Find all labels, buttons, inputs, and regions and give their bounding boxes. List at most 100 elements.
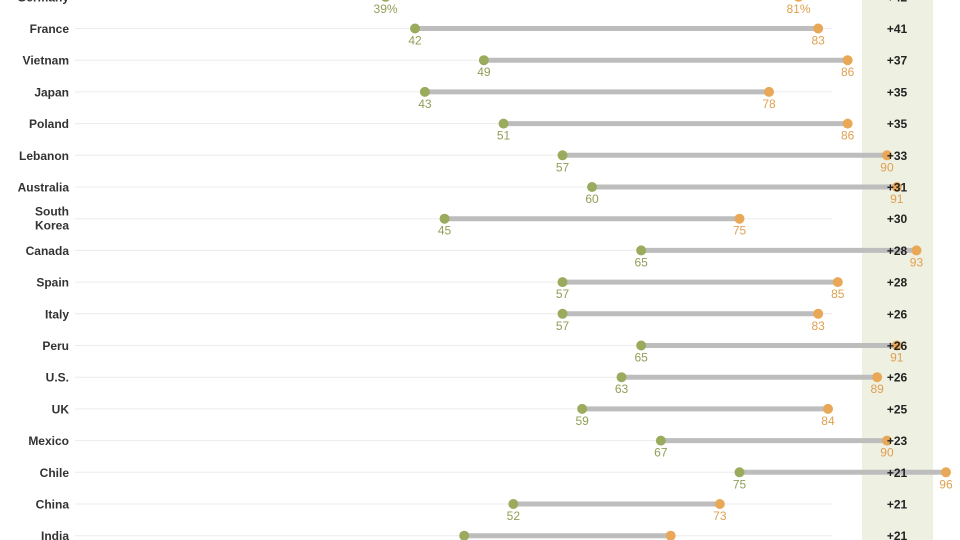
high-value-label: 85	[831, 287, 845, 301]
low-value-label: 43	[418, 97, 432, 111]
low-value-dot	[655, 435, 666, 446]
country-label-line: South	[35, 205, 69, 219]
high-value-dot	[911, 245, 922, 256]
country-label-line: India	[41, 529, 69, 540]
country-label-line: Canada	[26, 244, 70, 258]
high-value-label: 93	[910, 255, 924, 269]
country-label-line: Germany	[17, 0, 69, 4]
change-value: +21	[887, 529, 908, 540]
high-value-label: 86	[841, 65, 855, 79]
high-value-dot	[891, 340, 902, 351]
low-value-label: 51	[497, 129, 511, 143]
low-value-label: 65	[635, 351, 649, 365]
change-value: +21	[887, 466, 908, 480]
low-value-label: 63	[615, 382, 629, 396]
low-value-dot	[636, 245, 647, 256]
low-value-dot	[734, 467, 745, 478]
high-value-label: 86	[841, 129, 855, 143]
high-value-label: 73	[713, 509, 727, 523]
change-value: +26	[887, 307, 908, 321]
high-value-label: 91	[890, 192, 904, 206]
high-value-label: 83	[811, 34, 825, 48]
low-value-label: 42	[408, 34, 422, 48]
high-value-dot	[665, 530, 676, 540]
change-value: +42	[887, 0, 908, 4]
country-label-line: France	[30, 22, 70, 36]
change-value: +35	[887, 85, 908, 99]
change-value: +21	[887, 498, 908, 512]
change-value: +23	[887, 434, 908, 448]
country-label: Vietnam	[23, 54, 69, 68]
change-value: +26	[887, 371, 908, 385]
high-value-dot	[881, 150, 892, 161]
high-value-dot	[822, 403, 833, 414]
low-value-label: 59	[576, 414, 590, 428]
country-label: Canada	[26, 244, 70, 258]
low-value-label: 57	[556, 287, 570, 301]
change-value: +41	[887, 22, 908, 36]
low-value-label: 39%	[374, 2, 398, 16]
change-column-background	[862, 0, 933, 540]
high-value-label: 75	[733, 224, 747, 238]
country-label-line: China	[36, 498, 70, 512]
country-label: Poland	[29, 117, 69, 131]
country-label-line: Lebanon	[19, 149, 69, 163]
country-label: Peru	[42, 339, 69, 353]
low-value-dot	[439, 213, 450, 224]
low-value-dot	[508, 499, 519, 509]
high-value-dot	[832, 277, 843, 288]
change-value: +28	[887, 244, 908, 258]
country-label-line: U.S.	[46, 371, 69, 385]
low-value-dot	[478, 55, 489, 66]
country-label-line: Mexico	[28, 434, 69, 448]
high-value-dot	[872, 372, 883, 383]
country-label: Australia	[18, 181, 70, 195]
change-value: +26	[887, 339, 908, 353]
high-value-dot	[813, 308, 824, 319]
high-value-label: 90	[880, 446, 894, 460]
country-label-line: Italy	[45, 307, 69, 321]
country-label-line: Korea	[35, 219, 69, 233]
low-value-dot	[498, 118, 509, 129]
low-value-dot	[557, 308, 568, 319]
change-value: +28	[887, 276, 908, 290]
low-value-label: 60	[585, 192, 599, 206]
high-value-label: 91	[890, 351, 904, 365]
high-value-dot	[881, 435, 892, 446]
high-value-label: 83	[811, 319, 825, 333]
country-label-line: Poland	[29, 117, 69, 131]
country-label: Japan	[34, 85, 69, 99]
country-label: India	[41, 529, 69, 540]
country-label-line: UK	[52, 402, 70, 416]
country-label-line: Vietnam	[23, 54, 69, 68]
country-label: Italy	[45, 307, 69, 321]
low-value-label: 45	[438, 224, 452, 238]
low-value-label: 67	[654, 446, 668, 460]
high-value-dot	[714, 499, 725, 509]
low-value-dot	[587, 182, 598, 192]
high-value-dot	[940, 467, 951, 478]
country-label: France	[30, 22, 70, 36]
change-value: +37	[887, 54, 908, 68]
country-label: South Korea	[35, 205, 69, 233]
change-value: +31	[887, 181, 908, 195]
country-label: UK	[52, 402, 70, 416]
high-value-label: 89	[870, 382, 884, 396]
high-value-dot	[794, 0, 803, 2]
low-value-dot	[381, 0, 390, 2]
high-value-dot	[813, 23, 824, 34]
low-value-dot	[459, 530, 470, 540]
high-value-label: 81%	[786, 2, 810, 16]
low-value-label: 57	[556, 319, 570, 333]
high-value-label: 78	[762, 97, 776, 111]
low-value-label: 75	[733, 477, 747, 491]
high-value-dot	[763, 86, 774, 97]
high-value-dot	[842, 55, 853, 66]
change-value: +33	[887, 149, 908, 163]
country-label: Lebanon	[19, 149, 69, 163]
country-label: Mexico	[28, 434, 69, 448]
low-value-label: 65	[635, 255, 649, 269]
country-label-line: Spain	[36, 276, 69, 290]
high-value-dot	[734, 213, 745, 224]
